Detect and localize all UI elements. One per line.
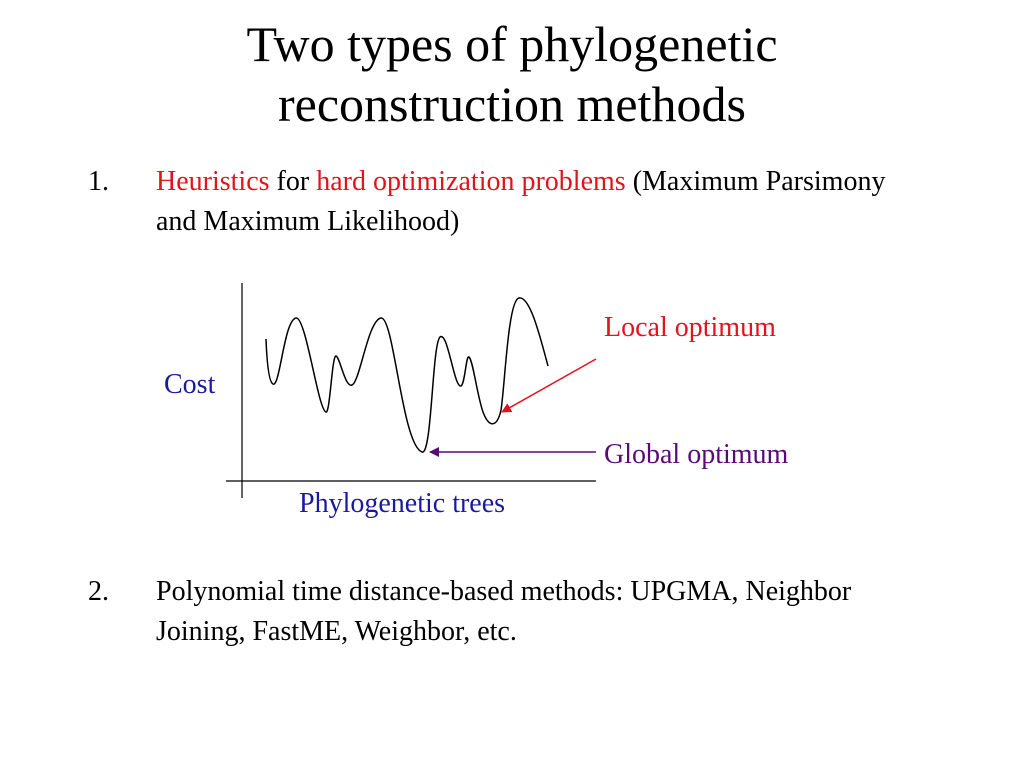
title-line-1: Two types of phylogenetic (246, 16, 778, 72)
local-optimum-arrow (501, 358, 597, 413)
local-optimum-label: Local optimum (604, 312, 776, 343)
list-item-text: Polynomial time distance-based methods: … (156, 576, 852, 647)
heuristics-text: Heuristics (156, 166, 270, 197)
cost-curve (265, 297, 549, 453)
list-item-text: Heuristics for hard optimization problem… (156, 162, 916, 242)
global-optimum-label: Global optimum (604, 439, 789, 470)
trees-axis-label: Phylogenetic trees (299, 488, 506, 519)
methods-text: (Maximum Parsimony and Maximum Likelihoo… (156, 166, 886, 237)
title-line-2: reconstruction methods (278, 76, 746, 132)
list-number: 1. (88, 166, 109, 197)
list-number: 2. (88, 576, 109, 607)
hard-problems-text: hard optimization problems (316, 166, 626, 197)
for-text: for (269, 166, 317, 197)
slide-title: Two types of phylogenetic reconstruction… (0, 14, 1024, 134)
cost-axis-label: Cost (164, 369, 216, 400)
